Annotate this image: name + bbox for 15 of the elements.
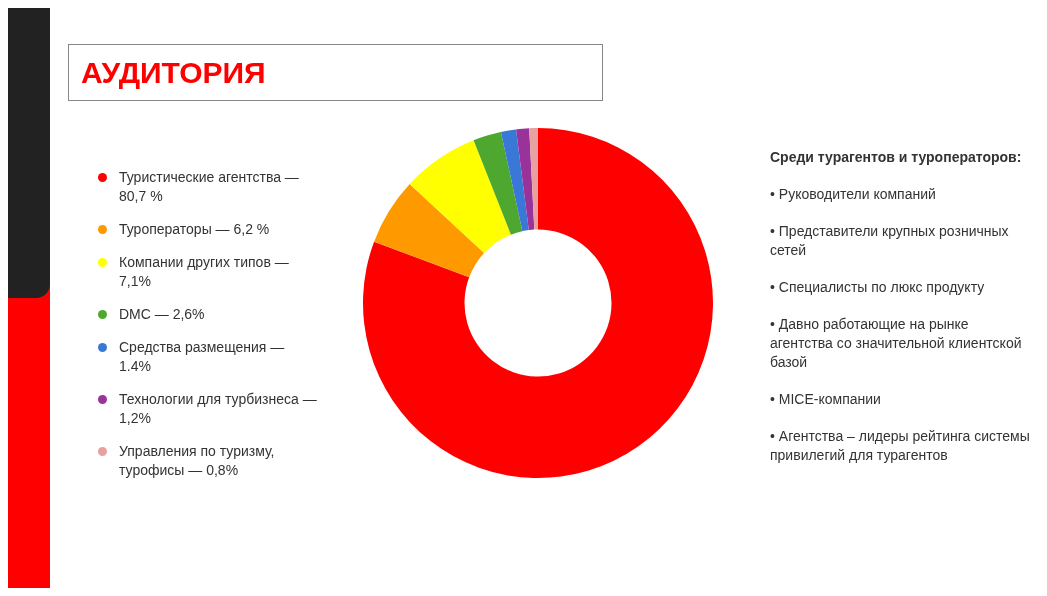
text: • Агентства – лидеры рейтинга системы привилегий для турагентов bbox=[770, 427, 1030, 465]
legend-label: Технологии для турбизнеса — 1,2% bbox=[119, 390, 318, 428]
text: Среди турагентов и туроператоров: bbox=[770, 148, 1023, 167]
text: • Специалисты по люкс продукту bbox=[770, 278, 986, 297]
text: • Давно работающие на рынке агентства со значительной клиентской базой bbox=[770, 315, 1023, 372]
legend-label: Туристические агентства — 80,7 % bbox=[119, 168, 300, 206]
text: • Руководители компаний bbox=[770, 185, 937, 204]
legend-label: Туроператоры — 6,2 % bbox=[119, 220, 270, 239]
chart-title: АУДИТОРИЯ bbox=[81, 55, 266, 90]
text: • Представители крупных розничных сетей bbox=[770, 222, 1010, 260]
legend-label: Средства размещения — 1.4% bbox=[119, 338, 286, 376]
legend-label: DMC — 2,6% bbox=[119, 305, 205, 324]
text: • MICE-компании bbox=[770, 390, 882, 409]
legend-label: Компании других типов — 7,1% bbox=[119, 253, 290, 291]
legend-label: Управления по туризму, турофисы — 0,8% bbox=[119, 442, 276, 480]
